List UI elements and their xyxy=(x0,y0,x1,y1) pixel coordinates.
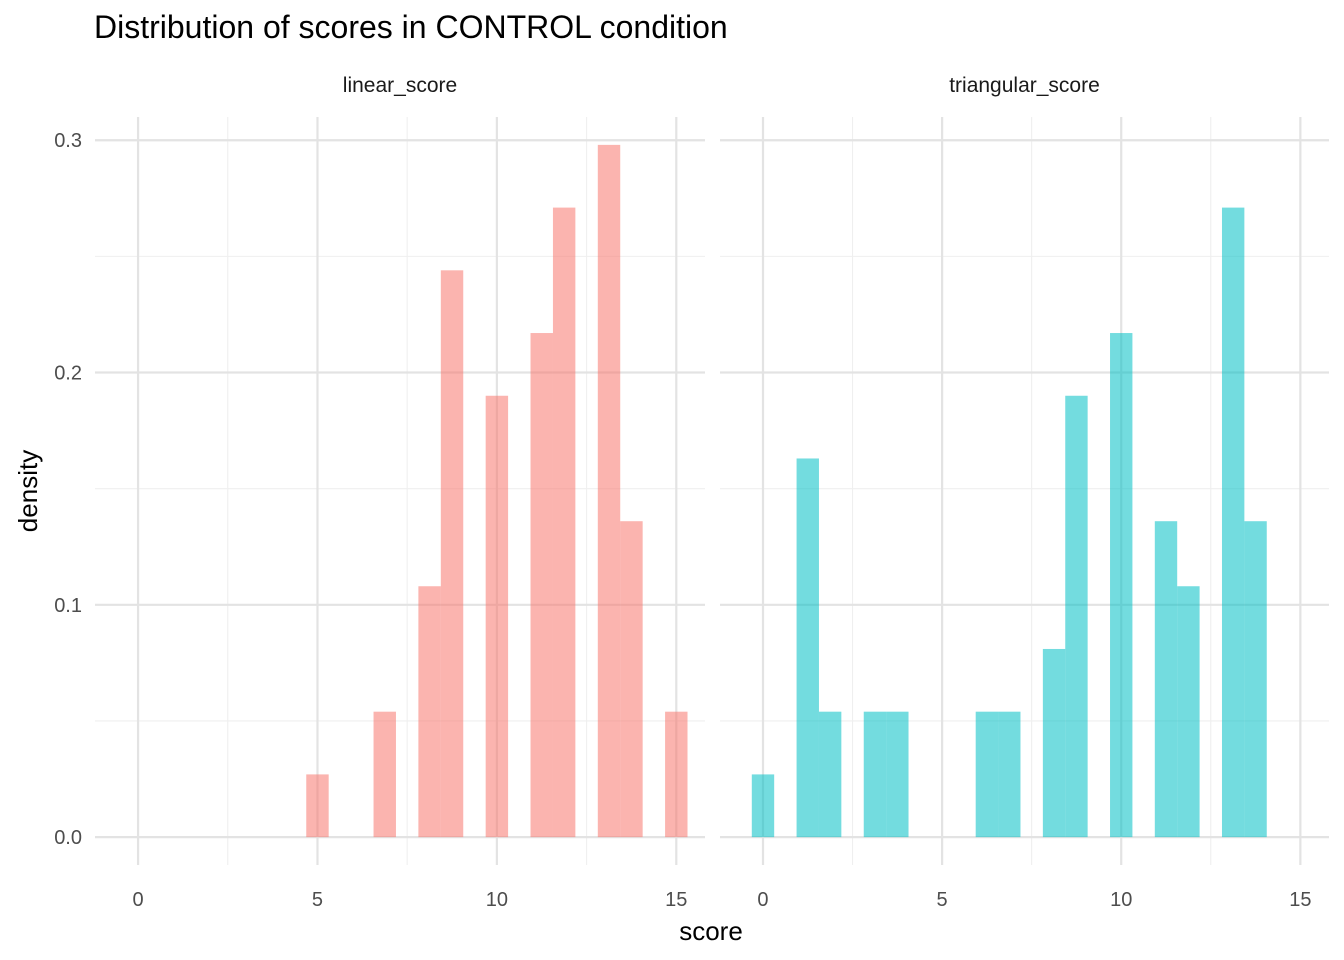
histogram-bar xyxy=(1110,333,1133,838)
x-tick-label: 0 xyxy=(132,889,143,911)
histogram-bar xyxy=(665,711,688,838)
histogram-bar xyxy=(886,711,909,838)
histogram-bar xyxy=(1065,395,1088,838)
facet-strip-label: linear_score xyxy=(343,74,457,97)
histogram-bar xyxy=(620,521,643,838)
x-tick-label: 15 xyxy=(1289,889,1311,911)
histogram-bar xyxy=(796,458,819,838)
y-tick-label: 0.3 xyxy=(54,130,82,152)
histogram-bar xyxy=(440,270,464,838)
histogram-bar xyxy=(418,586,441,838)
histogram-bar xyxy=(530,333,553,838)
facet-panel-linear-score: linear_score 0 5 10 15 0.0 0.1 0.2 0.3 xyxy=(54,74,705,911)
histogram-bar xyxy=(818,711,842,838)
histogram-bar xyxy=(975,711,999,838)
x-tick-label: 0 xyxy=(757,889,768,911)
y-tick-label: 0.2 xyxy=(54,363,82,385)
histogram-bar xyxy=(1244,521,1267,838)
histogram-bar xyxy=(485,395,509,838)
histogram-bar xyxy=(1221,207,1245,838)
histogram-bar xyxy=(998,711,1021,838)
histogram-bar xyxy=(597,144,621,838)
facet-strip-label: triangular_score xyxy=(949,74,1100,97)
x-tick-label: 10 xyxy=(486,889,508,911)
histogram-bar xyxy=(863,711,887,838)
x-tick-label: 15 xyxy=(665,889,687,911)
histogram-bar xyxy=(306,774,329,838)
histogram-bar xyxy=(1177,586,1200,838)
y-axis-title: density xyxy=(13,450,43,532)
histogram-bar xyxy=(552,207,576,838)
x-axis-title: score xyxy=(679,916,743,946)
facet-panel-triangular-score: triangular_score 0 5 10 15 xyxy=(720,74,1329,911)
histogram-bar xyxy=(373,711,396,838)
x-tick-label: 10 xyxy=(1110,889,1132,911)
histogram-bar xyxy=(751,774,775,838)
x-tick-label: 5 xyxy=(937,889,948,911)
x-tick-label: 5 xyxy=(312,889,323,911)
chart-title: Distribution of scores in CONTROL condit… xyxy=(94,9,728,45)
histogram-bar xyxy=(1042,648,1066,838)
y-tick-label: 0.1 xyxy=(54,595,82,617)
facet-panels: linear_score 0 5 10 15 0.0 0.1 0.2 0.3 triangular… xyxy=(54,74,1329,911)
y-tick-label: 0.0 xyxy=(54,827,82,849)
histogram-bar xyxy=(1154,521,1178,838)
